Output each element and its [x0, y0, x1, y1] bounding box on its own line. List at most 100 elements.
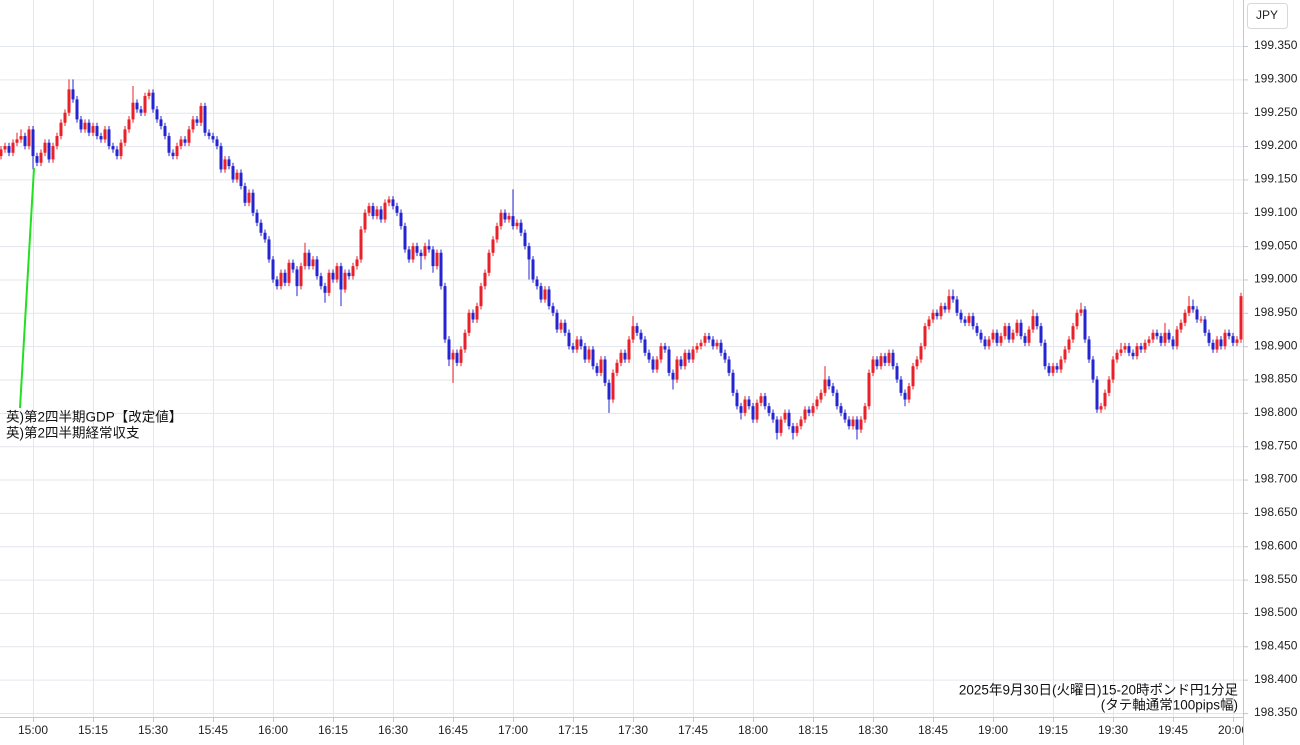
candle-body: [571, 346, 575, 350]
x-tick-label: 19:00: [978, 723, 1008, 737]
candle-body: [355, 259, 359, 267]
candle-body: [495, 226, 499, 240]
candle-body: [703, 336, 707, 343]
candle-body: [891, 352, 895, 367]
y-tick-label: 199.200: [1254, 138, 1298, 152]
candle-body: [1115, 352, 1119, 360]
candle-body: [255, 212, 259, 223]
candle-body: [455, 352, 459, 363]
x-tick-label: 19:30: [1098, 723, 1128, 737]
candle-body: [903, 392, 907, 400]
candle-body: [791, 426, 795, 433]
candle-body: [675, 359, 679, 380]
candle-body: [1095, 379, 1099, 410]
candle-body: [127, 119, 131, 130]
candle-body: [1031, 316, 1035, 330]
candle-body: [327, 272, 331, 293]
candle-body: [1055, 366, 1059, 370]
candle-body: [579, 339, 583, 347]
candle-body: [1215, 339, 1219, 350]
candle-body: [387, 199, 391, 203]
candle-body: [623, 352, 627, 360]
candle-body: [271, 259, 275, 280]
candle-body: [599, 359, 603, 373]
candle-body: [23, 136, 27, 147]
candle-body: [935, 312, 939, 317]
candle-body: [1219, 339, 1223, 347]
candle-body: [511, 216, 515, 227]
candle-body: [211, 136, 215, 140]
candle-body: [967, 316, 971, 323]
candle-body: [335, 266, 339, 280]
candle-body: [1007, 326, 1011, 340]
candle-body: [607, 382, 611, 400]
candle-body: [787, 412, 791, 427]
candle-body: [275, 279, 279, 287]
candle-body: [939, 306, 943, 317]
candle-body: [559, 322, 563, 330]
x-tick-label: 17:30: [618, 723, 648, 737]
candle-body: [235, 172, 239, 180]
candle-body: [719, 342, 723, 353]
candle-body: [1199, 319, 1203, 321]
candle-body: [507, 216, 511, 220]
candle-body: [1151, 332, 1155, 340]
candle-body: [467, 312, 471, 333]
candle-body: [1011, 332, 1015, 340]
candle-body: [803, 409, 807, 420]
candle-body: [243, 186, 247, 203]
candle-body: [855, 419, 859, 430]
candle-body: [655, 359, 659, 370]
y-tick-label: 198.800: [1254, 405, 1298, 419]
candle-body: [535, 279, 539, 287]
candle-body: [471, 312, 475, 320]
candle-body: [591, 349, 595, 367]
candle-body: [1059, 359, 1063, 370]
candle-body: [679, 359, 683, 367]
candle-body: [403, 226, 407, 250]
candle-body: [635, 326, 639, 333]
candle-body: [7, 146, 11, 153]
candle-body: [615, 362, 619, 373]
candle-body: [1147, 339, 1151, 343]
y-tick-label: 198.850: [1254, 372, 1298, 386]
candles: [0, 79, 1243, 440]
grid: [0, 0, 1243, 717]
candle-body: [691, 349, 695, 360]
candle-body: [627, 339, 631, 360]
candle-body: [1127, 346, 1131, 353]
candle-body: [751, 406, 755, 420]
x-tick-label: 20:00: [1218, 723, 1248, 737]
candle-body: [83, 122, 87, 130]
candle-body: [219, 146, 223, 170]
candle-body: [103, 129, 107, 140]
candle-body: [1171, 339, 1175, 347]
candle-body: [451, 352, 455, 360]
candle-body: [531, 259, 535, 280]
candle-body: [11, 142, 15, 153]
candle-body: [723, 352, 727, 360]
candle-body: [899, 379, 903, 393]
candle-body: [259, 222, 263, 233]
candle-body: [15, 139, 19, 143]
candle-body: [227, 159, 231, 167]
candle-body: [419, 252, 423, 257]
candle-body: [667, 349, 671, 373]
candle-body: [811, 406, 815, 413]
candle-body: [151, 92, 155, 110]
x-tick-label: 17:15: [558, 723, 588, 737]
candle-body: [715, 342, 719, 347]
candle-body: [1119, 349, 1123, 353]
candle-body: [423, 246, 427, 257]
candle-body: [39, 152, 43, 163]
candle-body: [43, 142, 47, 153]
candle-body: [0, 149, 3, 157]
candle-body: [223, 159, 227, 170]
candle-body: [279, 272, 283, 287]
candle-body: [179, 139, 183, 147]
candle-body: [1167, 332, 1171, 340]
candle-body: [839, 406, 843, 413]
candle-body: [911, 366, 915, 387]
candle-body: [315, 259, 319, 277]
candle-body: [291, 262, 295, 270]
